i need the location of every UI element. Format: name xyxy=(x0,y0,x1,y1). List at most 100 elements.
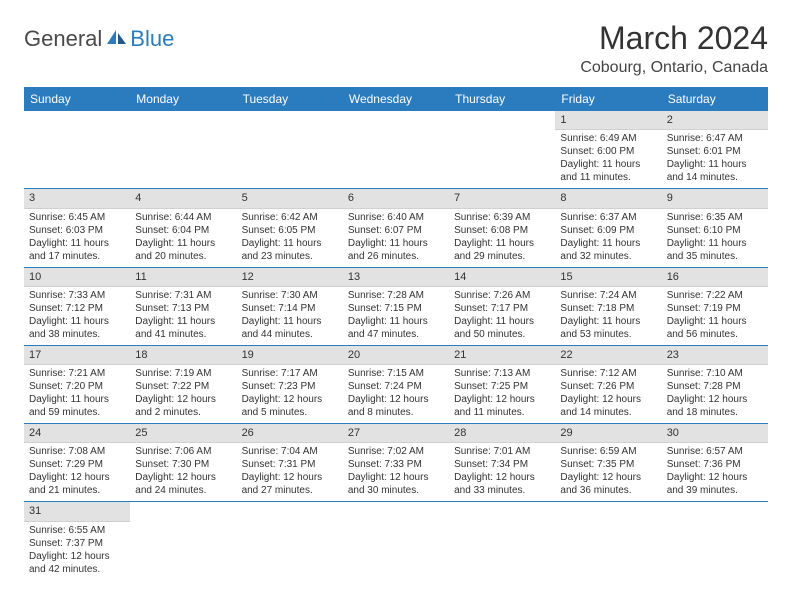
calendar-day-cell xyxy=(24,111,130,189)
calendar-day-cell: 13Sunrise: 7:28 AMSunset: 7:15 PMDayligh… xyxy=(343,267,449,345)
logo-sail-icon xyxy=(106,28,128,51)
calendar-day-cell: 10Sunrise: 7:33 AMSunset: 7:12 PMDayligh… xyxy=(24,267,130,345)
day-content: Sunrise: 7:24 AMSunset: 7:18 PMDaylight:… xyxy=(555,287,661,345)
day-content: Sunrise: 7:26 AMSunset: 7:17 PMDaylight:… xyxy=(449,287,555,345)
day-number: 15 xyxy=(555,268,661,287)
sunset-line: Sunset: 7:17 PM xyxy=(454,302,550,315)
day-number: 17 xyxy=(24,346,130,365)
calendar-day-cell: 24Sunrise: 7:08 AMSunset: 7:29 PMDayligh… xyxy=(24,424,130,502)
day-number: 23 xyxy=(662,346,768,365)
daylight-line: Daylight: 12 hours and 21 minutes. xyxy=(29,471,125,497)
sunset-line: Sunset: 6:01 PM xyxy=(667,145,763,158)
day-number: 3 xyxy=(24,189,130,208)
weekday-header: Sunday xyxy=(24,87,130,111)
day-content: Sunrise: 6:40 AMSunset: 6:07 PMDaylight:… xyxy=(343,209,449,267)
sunrise-line: Sunrise: 6:37 AM xyxy=(560,211,656,224)
calendar-day-cell: 20Sunrise: 7:15 AMSunset: 7:24 PMDayligh… xyxy=(343,345,449,423)
sunrise-line: Sunrise: 7:12 AM xyxy=(560,367,656,380)
sunrise-line: Sunrise: 7:31 AM xyxy=(135,289,231,302)
calendar-day-cell: 26Sunrise: 7:04 AMSunset: 7:31 PMDayligh… xyxy=(237,424,343,502)
sunset-line: Sunset: 7:23 PM xyxy=(242,380,338,393)
day-number: 26 xyxy=(237,424,343,443)
calendar-day-cell xyxy=(343,502,449,580)
day-content: Sunrise: 6:57 AMSunset: 7:36 PMDaylight:… xyxy=(662,443,768,501)
sunrise-line: Sunrise: 7:22 AM xyxy=(667,289,763,302)
calendar-day-cell xyxy=(130,111,236,189)
daylight-line: Daylight: 12 hours and 5 minutes. xyxy=(242,393,338,419)
calendar-day-cell: 1Sunrise: 6:49 AMSunset: 6:00 PMDaylight… xyxy=(555,111,661,189)
day-content: Sunrise: 7:17 AMSunset: 7:23 PMDaylight:… xyxy=(237,365,343,423)
calendar-table: SundayMondayTuesdayWednesdayThursdayFrid… xyxy=(24,87,768,580)
calendar-day-cell: 22Sunrise: 7:12 AMSunset: 7:26 PMDayligh… xyxy=(555,345,661,423)
calendar-day-cell: 7Sunrise: 6:39 AMSunset: 6:08 PMDaylight… xyxy=(449,189,555,267)
day-content: Sunrise: 7:04 AMSunset: 7:31 PMDaylight:… xyxy=(237,443,343,501)
sunset-line: Sunset: 6:00 PM xyxy=(560,145,656,158)
daylight-line: Daylight: 11 hours and 44 minutes. xyxy=(242,315,338,341)
sunset-line: Sunset: 7:33 PM xyxy=(348,458,444,471)
sunrise-line: Sunrise: 7:02 AM xyxy=(348,445,444,458)
sunset-line: Sunset: 7:15 PM xyxy=(348,302,444,315)
calendar-day-cell: 29Sunrise: 6:59 AMSunset: 7:35 PMDayligh… xyxy=(555,424,661,502)
weekday-header: Monday xyxy=(130,87,236,111)
day-content: Sunrise: 6:55 AMSunset: 7:37 PMDaylight:… xyxy=(24,522,130,580)
sunset-line: Sunset: 7:13 PM xyxy=(135,302,231,315)
day-content: Sunrise: 7:06 AMSunset: 7:30 PMDaylight:… xyxy=(130,443,236,501)
sunrise-line: Sunrise: 7:28 AM xyxy=(348,289,444,302)
sunset-line: Sunset: 7:25 PM xyxy=(454,380,550,393)
calendar-day-cell xyxy=(343,111,449,189)
daylight-line: Daylight: 11 hours and 50 minutes. xyxy=(454,315,550,341)
calendar-day-cell: 18Sunrise: 7:19 AMSunset: 7:22 PMDayligh… xyxy=(130,345,236,423)
sunset-line: Sunset: 7:37 PM xyxy=(29,537,125,550)
sunrise-line: Sunrise: 7:01 AM xyxy=(454,445,550,458)
daylight-line: Daylight: 12 hours and 42 minutes. xyxy=(29,550,125,576)
calendar-day-cell: 2Sunrise: 6:47 AMSunset: 6:01 PMDaylight… xyxy=(662,111,768,189)
calendar-week-row: 1 Sunrise: 6:49 AMSunset: 6:00 PM Daylight… xyxy=(24,111,768,189)
day-content: Sunrise: 6:45 AMSunset: 6:03 PMDaylight:… xyxy=(24,209,130,267)
daylight-line: Daylight: 11 hours and 14 minutes. xyxy=(667,158,763,184)
sunrise-line: Sunrise: 6:57 AM xyxy=(667,445,763,458)
day-content: Sunrise: 7:33 AMSunset: 7:12 PMDaylight:… xyxy=(24,287,130,345)
calendar-day-cell xyxy=(449,502,555,580)
sunrise-line: Sunrise: 6:40 AM xyxy=(348,211,444,224)
sunrise-line: Sunrise: 7:19 AM xyxy=(135,367,231,380)
calendar-week-row: 31Sunrise: 6:55 AMSunset: 7:37 PMDayligh… xyxy=(24,502,768,580)
day-number: 7 xyxy=(449,189,555,208)
day-number: 1 xyxy=(555,111,661,130)
day-content: Sunrise: 7:30 AMSunset: 7:14 PMDaylight:… xyxy=(237,287,343,345)
daylight-line: Daylight: 11 hours and 47 minutes. xyxy=(348,315,444,341)
calendar-day-cell: 21Sunrise: 7:13 AMSunset: 7:25 PMDayligh… xyxy=(449,345,555,423)
daylight-line: Daylight: 11 hours and 35 minutes. xyxy=(667,237,763,263)
daylight-line: Daylight: 11 hours and 38 minutes. xyxy=(29,315,125,341)
daylight-line: Daylight: 11 hours and 17 minutes. xyxy=(29,237,125,263)
title-block: March 2024 Cobourg, Ontario, Canada xyxy=(580,20,768,77)
daylight-line: Daylight: 12 hours and 8 minutes. xyxy=(348,393,444,419)
day-number: 11 xyxy=(130,268,236,287)
sunset-line: Sunset: 7:22 PM xyxy=(135,380,231,393)
calendar-day-cell: 14Sunrise: 7:26 AMSunset: 7:17 PMDayligh… xyxy=(449,267,555,345)
sunrise-line: Sunrise: 7:30 AM xyxy=(242,289,338,302)
weekday-header: Tuesday xyxy=(237,87,343,111)
sunset-line: Sunset: 6:07 PM xyxy=(348,224,444,237)
day-number: 24 xyxy=(24,424,130,443)
day-number: 18 xyxy=(130,346,236,365)
day-number: 9 xyxy=(662,189,768,208)
daylight-line: Daylight: 12 hours and 27 minutes. xyxy=(242,471,338,497)
day-number: 29 xyxy=(555,424,661,443)
daylight-line: Daylight: 11 hours and 20 minutes. xyxy=(135,237,231,263)
sunrise-line: Sunrise: 7:24 AM xyxy=(560,289,656,302)
sunrise-line: Sunrise: 6:49 AM xyxy=(560,132,656,145)
sunset-line: Sunset: 6:03 PM xyxy=(29,224,125,237)
calendar-week-row: 17Sunrise: 7:21 AMSunset: 7:20 PMDayligh… xyxy=(24,345,768,423)
sunset-line: Sunset: 6:08 PM xyxy=(454,224,550,237)
sunrise-line: Sunrise: 7:33 AM xyxy=(29,289,125,302)
sunrise-line: Sunrise: 7:08 AM xyxy=(29,445,125,458)
day-number: 20 xyxy=(343,346,449,365)
sunset-line: Sunset: 7:24 PM xyxy=(348,380,444,393)
calendar-day-cell: 16Sunrise: 7:22 AMSunset: 7:19 PMDayligh… xyxy=(662,267,768,345)
day-number: 4 xyxy=(130,189,236,208)
sunset-line: Sunset: 6:05 PM xyxy=(242,224,338,237)
calendar-day-cell xyxy=(662,502,768,580)
sunrise-line: Sunrise: 7:06 AM xyxy=(135,445,231,458)
sunset-line: Sunset: 6:04 PM xyxy=(135,224,231,237)
daylight-line: Daylight: 12 hours and 36 minutes. xyxy=(560,471,656,497)
